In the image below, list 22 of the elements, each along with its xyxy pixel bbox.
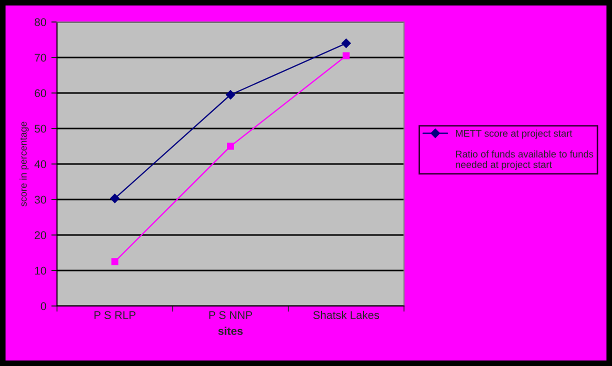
- point: [342, 38, 351, 48]
- y-tick-label: 50: [34, 124, 46, 133]
- x-tick-label: P S NNP: [209, 311, 252, 320]
- y-tick-label: 80: [34, 18, 46, 26]
- y-tick-label: 70: [34, 54, 46, 62]
- y-tick-label: 60: [34, 89, 46, 98]
- x-tick-label: P S RLP: [94, 311, 136, 320]
- point: [226, 90, 236, 100]
- y-tick-label: 20: [34, 231, 46, 240]
- y-tick-label: 40: [34, 160, 46, 168]
- point: [227, 142, 234, 150]
- y-tick-label: 0: [40, 302, 46, 310]
- legend-label: METT score at project start: [456, 130, 572, 139]
- y-tick-label: 30: [34, 196, 46, 204]
- point: [110, 194, 120, 204]
- point: [111, 258, 118, 266]
- text: Ratio of funds available to funds needed at project start: [456, 150, 594, 170]
- x-tick-label: Shatsk Lakes: [313, 310, 380, 320]
- point: [342, 52, 350, 60]
- y-axis-title: score in percentage: [20, 122, 29, 206]
- y-tick-label: 10: [35, 266, 46, 275]
- x-axis-title: sites: [218, 326, 243, 335]
